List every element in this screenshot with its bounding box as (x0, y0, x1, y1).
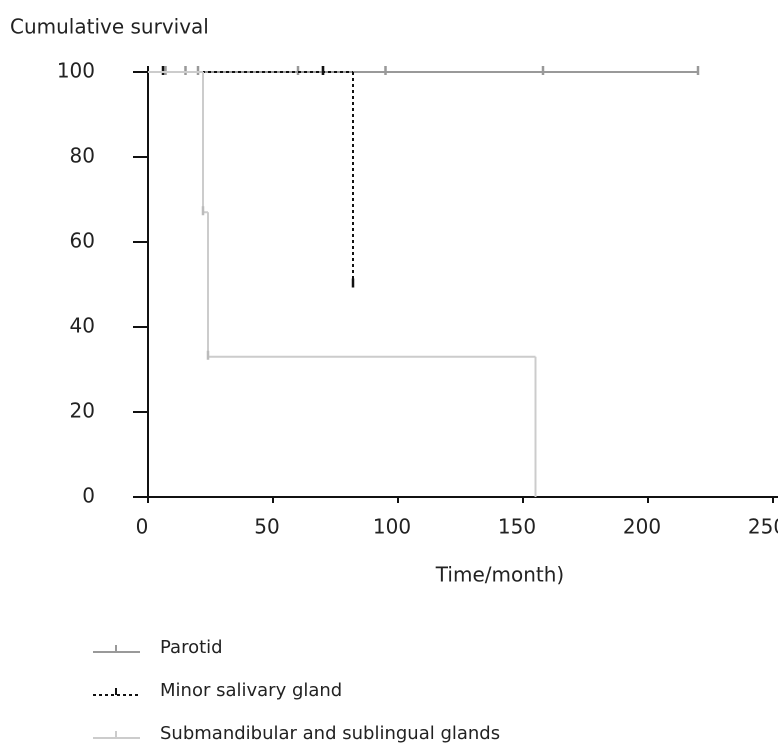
y-tick-label: 60 (70, 229, 95, 253)
y-tick-label: 40 (70, 314, 95, 338)
x-axis-label: Time/month) (435, 563, 564, 587)
y-tick-label: 0 (82, 484, 95, 508)
x-tick-label: 0 (136, 515, 149, 539)
y-tick-label: 80 (70, 144, 95, 168)
legend-label: Parotid (160, 637, 223, 658)
x-tick-label: 50 (254, 515, 279, 539)
chart-title: Cumulative survival (10, 15, 209, 39)
legend-label: Minor salivary gland (160, 680, 342, 701)
x-tick-label: 100 (373, 515, 411, 539)
x-tick-label: 150 (498, 515, 536, 539)
x-tick-label: 200 (623, 515, 661, 539)
y-tick-label: 100 (57, 59, 95, 83)
y-tick-label: 20 (70, 399, 95, 423)
legend-label: Submandibular and sublingual glands (160, 723, 500, 744)
x-tick-label: 250 (748, 515, 778, 539)
